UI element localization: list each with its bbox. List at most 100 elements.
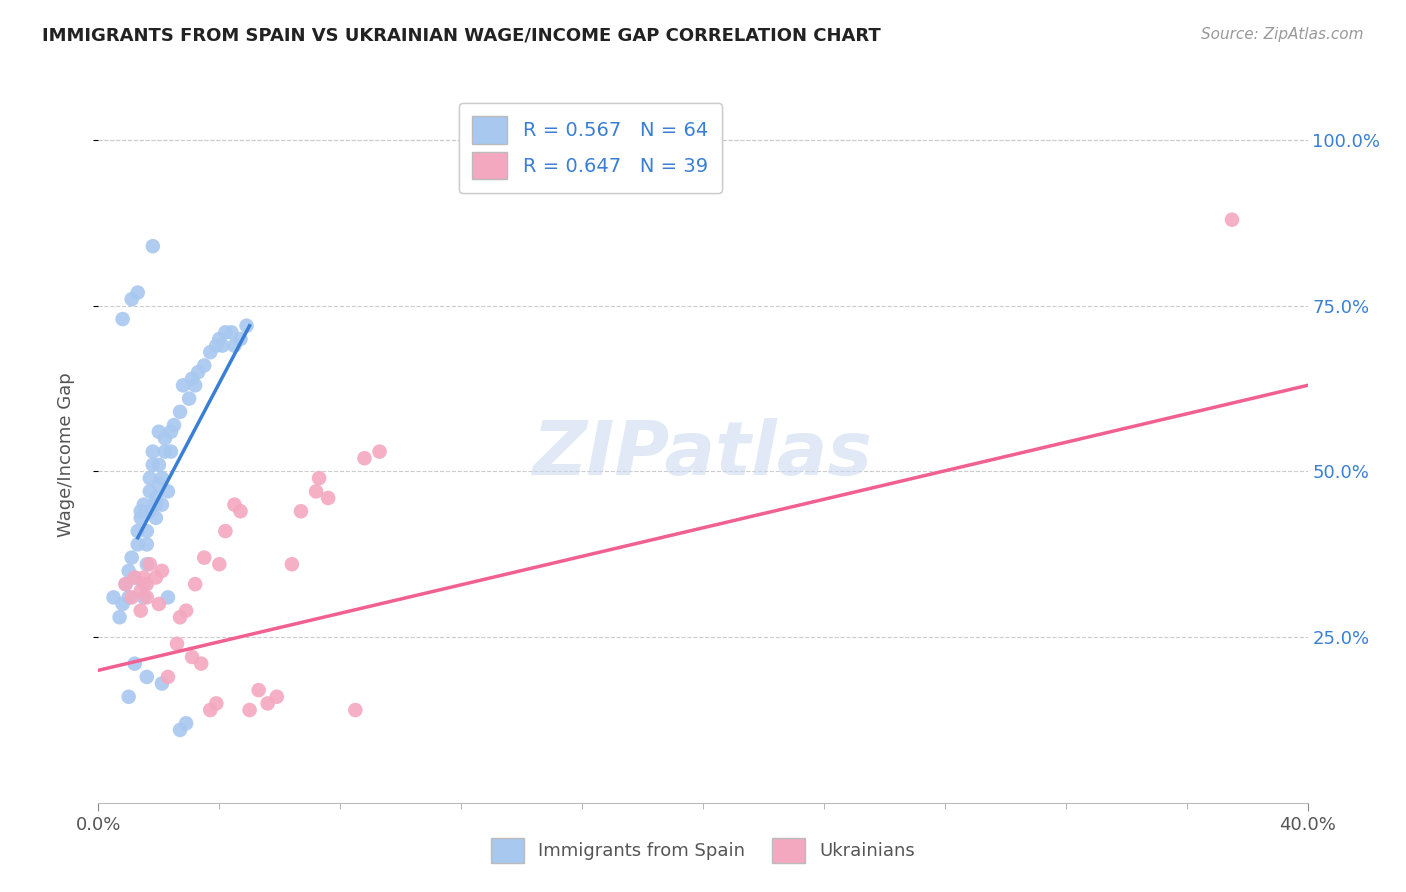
Point [148, 425, 170, 439]
Point [135, 537, 157, 551]
Point [150, 498, 173, 512]
Point [139, 471, 162, 485]
Point [184, 577, 207, 591]
Point [181, 650, 204, 665]
Point [148, 597, 170, 611]
Point [281, 558, 304, 572]
Point [124, 657, 146, 671]
Point [316, 491, 339, 505]
Point [205, 338, 228, 352]
Point [124, 570, 146, 584]
Point [153, 444, 176, 458]
Point [114, 577, 136, 591]
Point [184, 378, 207, 392]
Point [114, 577, 136, 591]
Point [111, 312, 134, 326]
Point [174, 716, 197, 731]
Point [200, 703, 222, 717]
Point [224, 338, 246, 352]
Point [135, 670, 157, 684]
Point [139, 484, 162, 499]
Point [229, 332, 252, 346]
Point [247, 683, 270, 698]
Y-axis label: Wage/Income Gap: Wage/Income Gap [56, 373, 75, 537]
Point [205, 697, 228, 711]
Point [127, 524, 149, 538]
Point [181, 372, 204, 386]
Legend: Immigrants from Spain, Ukrainians: Immigrants from Spain, Ukrainians [481, 827, 925, 874]
Point [135, 558, 157, 572]
Point [308, 471, 330, 485]
Point [129, 604, 152, 618]
Point [344, 703, 367, 717]
Point [135, 591, 157, 605]
Point [127, 285, 149, 300]
Point [208, 332, 231, 346]
Point [172, 378, 194, 392]
Point [163, 418, 186, 433]
Point [145, 498, 167, 512]
Point [103, 591, 125, 605]
Point [229, 504, 252, 518]
Point [121, 591, 143, 605]
Point [129, 583, 152, 598]
Point [156, 670, 179, 684]
Text: Source: ZipAtlas.com: Source: ZipAtlas.com [1201, 27, 1364, 42]
Point [214, 326, 236, 340]
Point [129, 504, 152, 518]
Point [124, 570, 146, 584]
Point [256, 697, 278, 711]
Point [132, 498, 155, 512]
Point [1220, 212, 1243, 227]
Point [166, 637, 188, 651]
Point [187, 365, 209, 379]
Point [139, 504, 162, 518]
Point [145, 511, 167, 525]
Point [148, 458, 170, 472]
Point [129, 511, 152, 525]
Point [179, 392, 201, 406]
Point [208, 558, 231, 572]
Point [135, 577, 157, 591]
Point [142, 458, 165, 472]
Point [221, 326, 243, 340]
Point [193, 359, 215, 373]
Point [111, 597, 134, 611]
Point [190, 657, 212, 671]
Point [156, 591, 179, 605]
Point [121, 550, 143, 565]
Legend: R = 0.567   N = 64, R = 0.647   N = 39: R = 0.567 N = 64, R = 0.647 N = 39 [458, 103, 721, 193]
Point [211, 338, 233, 352]
Point [239, 703, 262, 717]
Point [135, 524, 157, 538]
Point [145, 570, 167, 584]
Point [266, 690, 288, 704]
Point [153, 431, 176, 445]
Point [127, 537, 149, 551]
Point [290, 504, 312, 518]
Point [148, 477, 170, 491]
Point [150, 676, 173, 690]
Point [169, 405, 191, 419]
Point [214, 524, 236, 538]
Point [169, 723, 191, 737]
Point [169, 610, 191, 624]
Point [156, 484, 179, 499]
Point [224, 498, 246, 512]
Point [142, 239, 165, 253]
Point [118, 591, 141, 605]
Point [118, 690, 141, 704]
Point [160, 444, 183, 458]
Point [160, 425, 183, 439]
Point [200, 345, 222, 359]
Text: ZIPatlas: ZIPatlas [533, 418, 873, 491]
Text: IMMIGRANTS FROM SPAIN VS UKRAINIAN WAGE/INCOME GAP CORRELATION CHART: IMMIGRANTS FROM SPAIN VS UKRAINIAN WAGE/… [42, 27, 882, 45]
Point [174, 604, 197, 618]
Point [108, 610, 131, 624]
Point [132, 577, 155, 591]
Point [193, 550, 215, 565]
Point [139, 558, 162, 572]
Point [121, 292, 143, 306]
Point [235, 318, 257, 333]
Point [150, 471, 173, 485]
